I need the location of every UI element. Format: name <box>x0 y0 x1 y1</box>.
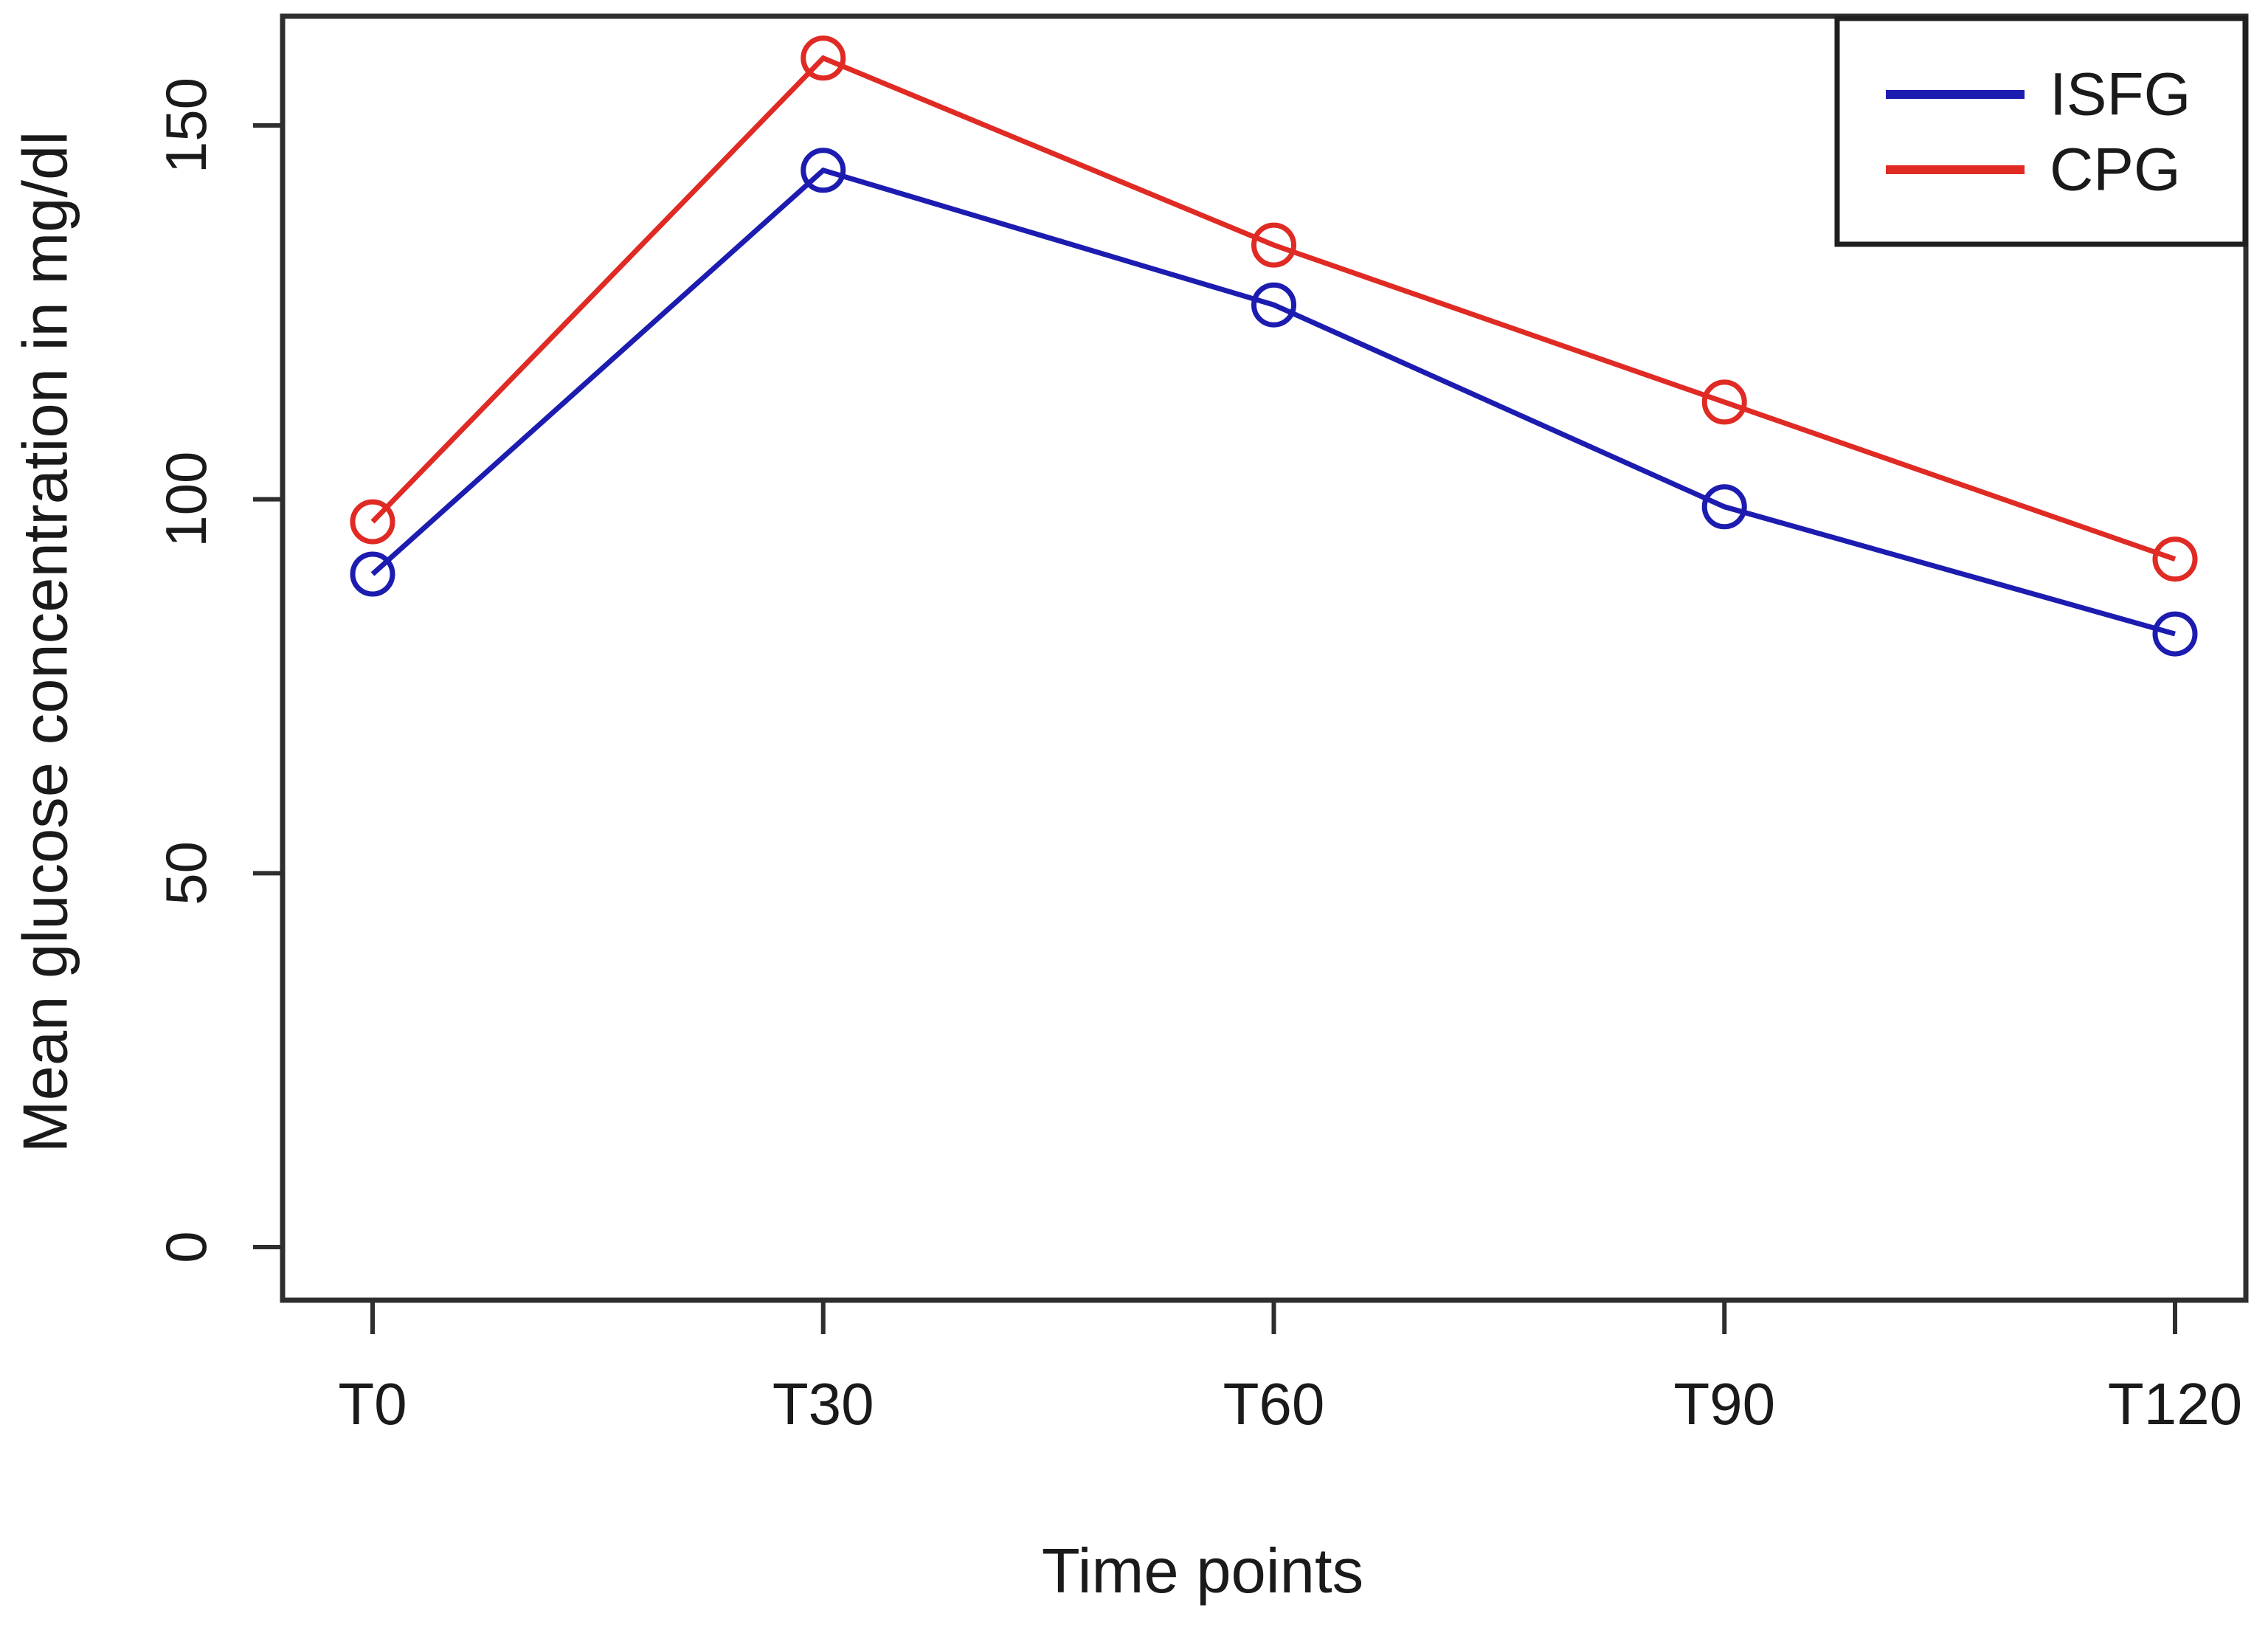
data-point-CPG-T90 <box>1701 379 1747 425</box>
y-tick-label: 50 <box>153 841 218 905</box>
plot-border <box>280 13 2249 1303</box>
data-point-ISFG-T0 <box>350 551 395 597</box>
legend-label-CPG: CPG <box>2050 137 2181 204</box>
data-point-CPG-T120 <box>2152 536 2198 582</box>
y-axis-title: Mean glucose concentration in mg/dl <box>11 131 81 1153</box>
series-line-ISFG <box>370 167 2176 637</box>
x-tick-label: T120 <box>2108 1371 2242 1437</box>
y-tick-label: 150 <box>153 77 218 173</box>
y-tick-label: 0 <box>153 1231 218 1263</box>
legend-label-ISFG: ISFG <box>2050 61 2191 128</box>
data-point-ISFG-T120 <box>2152 611 2198 657</box>
x-tick-label: T90 <box>1673 1371 1775 1437</box>
data-point-CPG-T0 <box>350 499 395 545</box>
legend-box <box>1834 15 2248 247</box>
series-line-CPG <box>370 55 2177 562</box>
x-tick-label: T60 <box>1223 1371 1325 1437</box>
data-point-ISFG-T30 <box>801 148 846 193</box>
data-point-CPG-T30 <box>801 35 846 81</box>
x-axis-title: Time points <box>1042 1536 1363 1606</box>
data-point-ISFG-T90 <box>1701 484 1747 530</box>
data-point-CPG-T60 <box>1251 222 1296 268</box>
y-tick-label: 100 <box>153 452 218 548</box>
data-point-ISFG-T60 <box>1251 282 1296 328</box>
x-tick-label: T0 <box>338 1371 407 1437</box>
x-tick-label: T30 <box>772 1371 874 1437</box>
